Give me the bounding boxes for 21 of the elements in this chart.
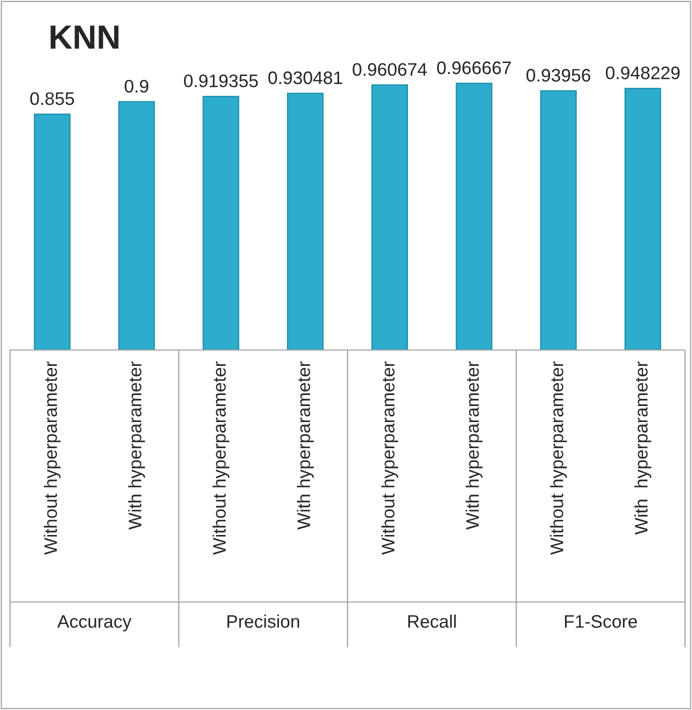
data-label: 0.960674 xyxy=(352,63,427,76)
x-tick-label: Without hyperparameter xyxy=(550,361,567,555)
x-tick-label: Without hyperparameter xyxy=(44,361,61,555)
x-tick-label: Without hyperparameter xyxy=(212,361,230,555)
x-tick-label: Without hyperparameter xyxy=(381,361,398,555)
x-tick-label: With hyperparameter xyxy=(634,361,652,535)
chart-title: KNN xyxy=(50,26,118,49)
x-tick-label: With hyperparameter xyxy=(466,361,482,530)
text: Precision xyxy=(227,614,300,628)
data-label: 0.948229 xyxy=(606,66,680,80)
data-label: 0.966667 xyxy=(437,61,511,74)
data-label: 0.9 xyxy=(124,80,148,93)
data-label: 0.930481 xyxy=(268,71,342,84)
text: Recall xyxy=(408,614,456,628)
text: Accuracy xyxy=(57,615,132,632)
x-tick-label: With hyperparameter xyxy=(296,361,314,530)
data-label: 0.93956 xyxy=(526,68,590,82)
data-label: 0.855 xyxy=(30,92,74,106)
text: F1-Score xyxy=(564,615,637,628)
data-label: 0.919355 xyxy=(184,74,258,88)
x-tick-label: With hyperparameter xyxy=(128,361,145,530)
